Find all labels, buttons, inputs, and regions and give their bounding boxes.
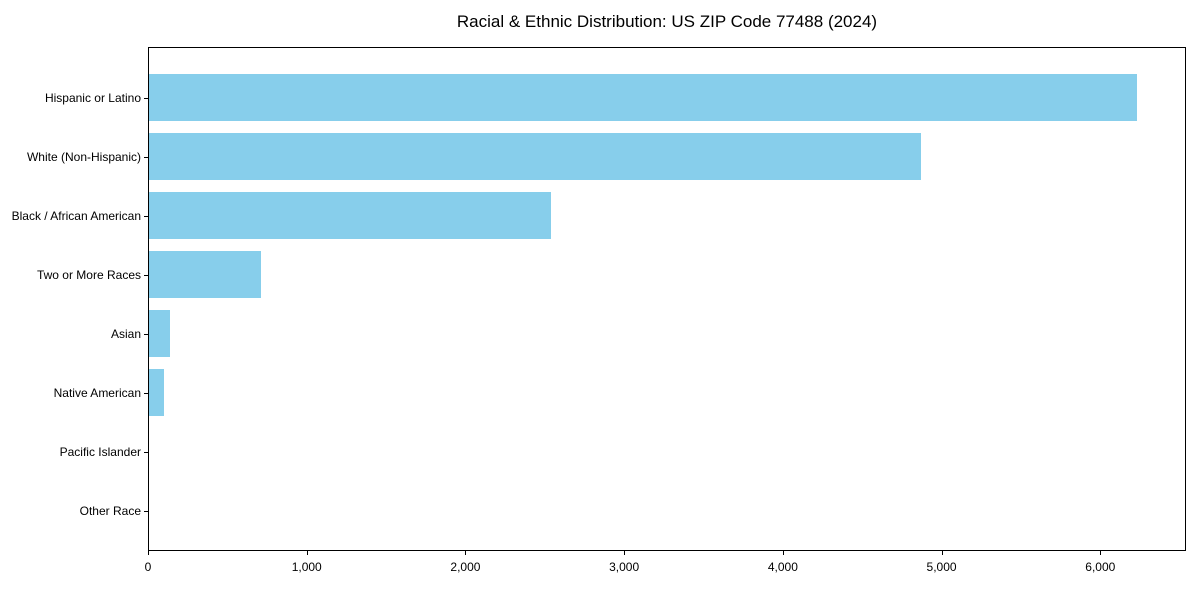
x-tick-mark — [148, 551, 149, 555]
y-tick-label-hispanic-or-latino: Hispanic or Latino — [44, 90, 141, 105]
y-tick-label-two-or-more-races: Two or More Races — [36, 267, 141, 282]
y-tick-label-native-american: Native American — [53, 385, 141, 400]
x-tick-mark — [624, 551, 626, 555]
x-tick-label-4000: 4,000 — [767, 560, 798, 574]
y-tick-mark — [144, 510, 148, 512]
y-tick-mark — [144, 451, 148, 453]
x-tick-mark — [306, 551, 308, 555]
bar-black-african-american — [149, 192, 551, 240]
y-tick-label-black-african-american: Black / African American — [11, 208, 141, 223]
y-tick-mark — [144, 333, 148, 335]
x-tick-label-0: 0 — [144, 560, 152, 574]
y-tick-mark — [144, 156, 148, 158]
plot-area — [148, 47, 1186, 551]
x-tick-label-1000: 1,000 — [291, 560, 322, 574]
bar-native-american — [149, 369, 164, 417]
x-tick-label-3000: 3,000 — [609, 560, 640, 574]
bar-hispanic-or-latino — [149, 74, 1137, 121]
bar-two-or-more-races — [149, 251, 261, 299]
y-tick-label-white-non-hispanic: White (Non-Hispanic) — [26, 149, 141, 164]
x-tick-mark — [941, 551, 943, 555]
x-tick-label-5000: 5,000 — [926, 560, 957, 574]
y-tick-mark — [144, 392, 148, 394]
y-tick-mark — [144, 274, 148, 276]
x-tick-mark — [1100, 551, 1102, 555]
y-tick-label-pacific-islander: Pacific Islander — [59, 444, 141, 459]
bar-asian — [149, 310, 170, 358]
y-tick-mark — [144, 215, 148, 217]
y-tick-label-asian: Asian — [110, 326, 141, 341]
x-tick-label-2000: 2,000 — [450, 560, 481, 574]
x-tick-mark — [782, 551, 784, 555]
y-tick-label-other-race: Other Race — [79, 503, 141, 518]
x-tick-label-6000: 6,000 — [1085, 560, 1116, 574]
y-tick-mark — [144, 97, 148, 99]
chart-title: Racial & Ethnic Distribution: US ZIP Cod… — [456, 12, 878, 31]
x-tick-mark — [465, 551, 467, 555]
bar-white-non-hispanic — [149, 133, 921, 181]
